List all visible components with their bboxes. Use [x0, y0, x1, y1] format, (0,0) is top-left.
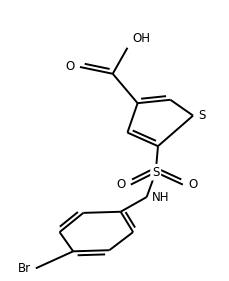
- Text: O: O: [188, 178, 197, 191]
- Text: O: O: [65, 60, 74, 74]
- Text: S: S: [151, 166, 159, 179]
- Text: O: O: [115, 178, 125, 191]
- Text: Br: Br: [18, 262, 31, 275]
- Text: OH: OH: [131, 33, 149, 46]
- Text: NH: NH: [152, 191, 169, 203]
- Text: S: S: [198, 109, 205, 122]
